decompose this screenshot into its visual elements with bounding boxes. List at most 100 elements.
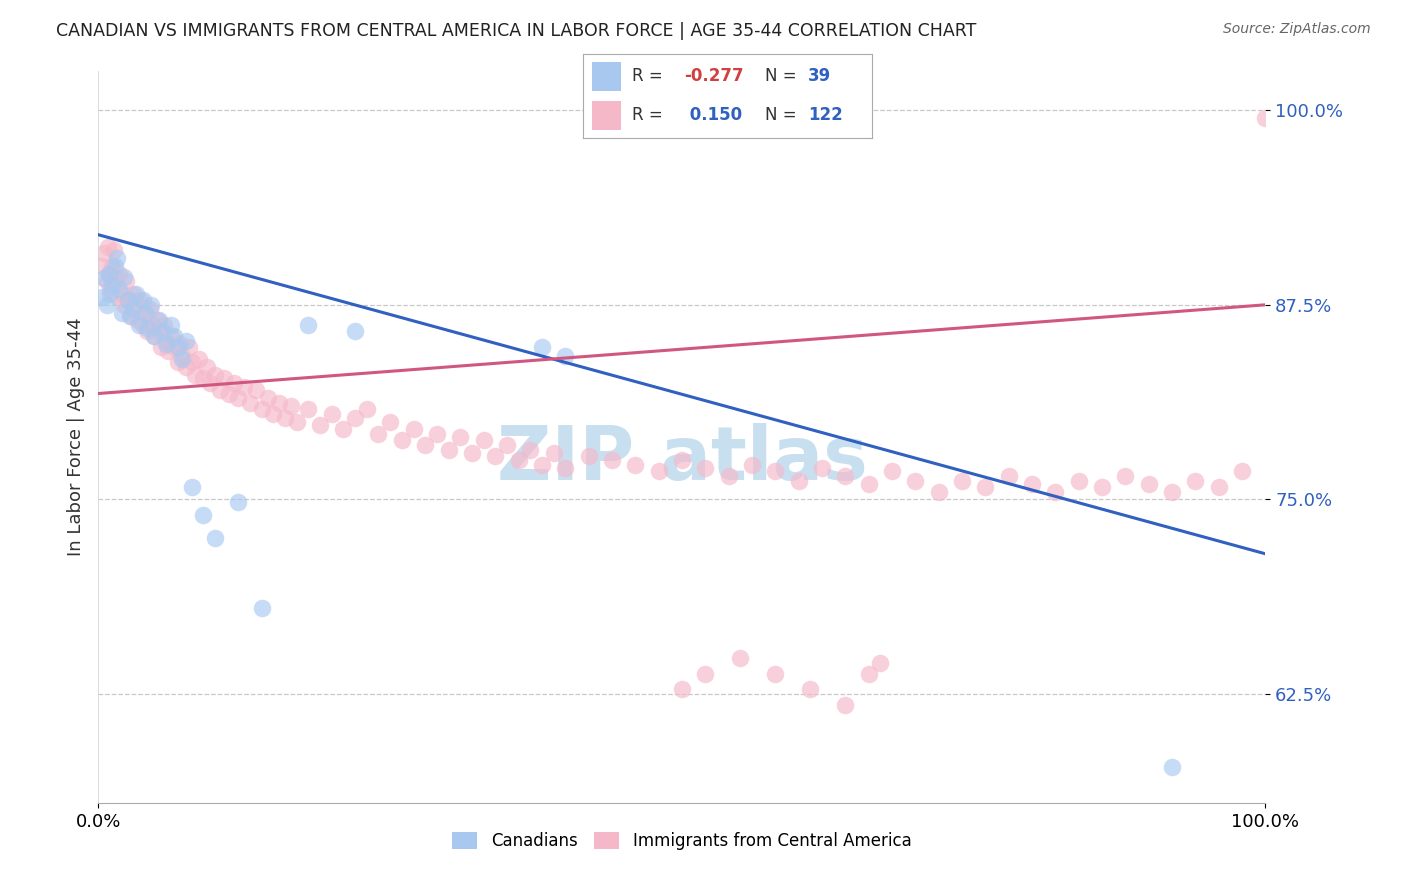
Point xyxy=(155,336,177,351)
Text: 0.150: 0.150 xyxy=(685,106,742,124)
Point xyxy=(96,298,118,312)
Point xyxy=(578,449,600,463)
Point xyxy=(543,445,565,459)
Point xyxy=(437,442,460,457)
Point xyxy=(97,240,120,254)
Point xyxy=(496,438,519,452)
Point xyxy=(695,461,717,475)
Point xyxy=(858,476,880,491)
Point xyxy=(245,384,267,398)
Point xyxy=(519,442,541,457)
Point xyxy=(402,422,425,436)
FancyBboxPatch shape xyxy=(592,62,621,91)
Point xyxy=(159,318,181,332)
Point xyxy=(118,309,141,323)
Point xyxy=(717,469,740,483)
Text: 39: 39 xyxy=(808,68,831,86)
Point xyxy=(184,368,207,382)
Legend: Canadians, Immigrants from Central America: Canadians, Immigrants from Central Ameri… xyxy=(446,825,918,856)
Text: N =: N = xyxy=(765,106,797,124)
Point xyxy=(98,282,121,296)
Point xyxy=(115,275,138,289)
Point xyxy=(172,352,194,367)
FancyBboxPatch shape xyxy=(592,101,621,130)
Point xyxy=(93,271,115,285)
Point xyxy=(233,380,256,394)
Text: R =: R = xyxy=(633,68,664,86)
Point xyxy=(152,318,174,332)
Point xyxy=(671,682,693,697)
Point xyxy=(1208,480,1230,494)
Point xyxy=(1067,474,1090,488)
Point xyxy=(763,464,786,478)
Point xyxy=(869,656,891,670)
Point xyxy=(146,313,169,327)
Point xyxy=(1045,484,1067,499)
Point xyxy=(297,318,319,332)
Point xyxy=(103,244,125,258)
Point xyxy=(344,324,367,338)
Point xyxy=(367,427,389,442)
Point xyxy=(125,298,148,312)
Point xyxy=(671,453,693,467)
Point xyxy=(97,267,120,281)
Point xyxy=(152,324,174,338)
Point xyxy=(111,286,134,301)
Point xyxy=(169,336,191,351)
Point xyxy=(97,267,120,281)
Point xyxy=(554,349,576,363)
Point xyxy=(159,329,181,343)
Point xyxy=(530,458,553,472)
Point xyxy=(132,293,155,307)
Point xyxy=(107,290,129,304)
Point xyxy=(112,269,135,284)
Text: -0.277: -0.277 xyxy=(685,68,744,86)
Point xyxy=(187,352,209,367)
Point xyxy=(344,411,367,425)
Point xyxy=(128,318,150,332)
Point xyxy=(200,376,222,390)
Point xyxy=(127,313,149,327)
Point xyxy=(143,329,166,343)
Point xyxy=(1254,111,1277,125)
Point xyxy=(155,334,177,348)
Point xyxy=(163,340,186,354)
Point xyxy=(799,682,821,697)
Point xyxy=(834,698,856,712)
Point xyxy=(204,531,226,545)
Point xyxy=(204,368,226,382)
Point xyxy=(554,461,576,475)
Text: 122: 122 xyxy=(808,106,844,124)
Point xyxy=(104,271,127,285)
Point xyxy=(472,433,495,447)
Point xyxy=(380,415,402,429)
Point xyxy=(228,495,250,509)
Point xyxy=(222,376,245,390)
Point xyxy=(250,402,273,417)
Point xyxy=(125,286,148,301)
Point xyxy=(101,277,124,292)
Point xyxy=(136,324,159,338)
Point xyxy=(96,275,118,289)
Text: Source: ZipAtlas.com: Source: ZipAtlas.com xyxy=(1223,22,1371,37)
Point xyxy=(163,329,186,343)
Point xyxy=(150,340,173,354)
Point xyxy=(129,293,152,307)
Point xyxy=(134,305,156,319)
Point xyxy=(180,480,202,494)
Point xyxy=(104,259,127,273)
Point xyxy=(787,474,810,488)
Point xyxy=(90,259,112,273)
Point xyxy=(741,458,763,472)
Point xyxy=(132,318,155,332)
Point xyxy=(174,334,197,348)
Point xyxy=(122,301,145,315)
Point xyxy=(391,433,413,447)
Text: CANADIAN VS IMMIGRANTS FROM CENTRAL AMERICA IN LABOR FORCE | AGE 35-44 CORRELATI: CANADIAN VS IMMIGRANTS FROM CENTRAL AMER… xyxy=(56,22,977,40)
Point xyxy=(136,321,159,335)
Point xyxy=(285,415,308,429)
Point xyxy=(858,666,880,681)
Point xyxy=(647,464,669,478)
Point xyxy=(269,396,291,410)
Point xyxy=(332,422,354,436)
